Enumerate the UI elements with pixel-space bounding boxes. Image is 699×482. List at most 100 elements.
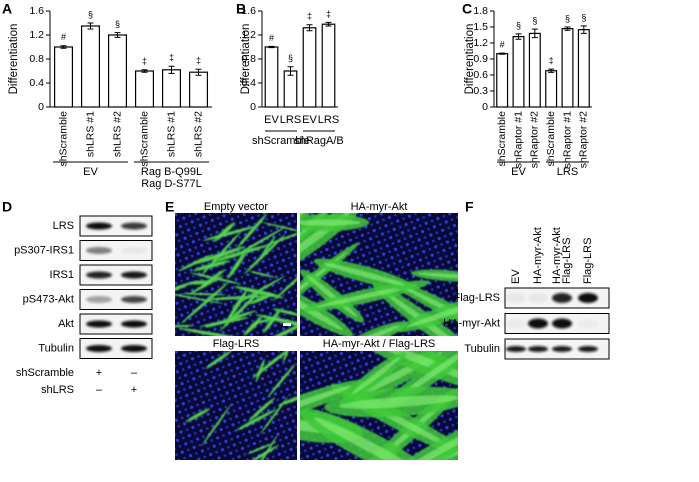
error-bar — [499, 52, 506, 55]
bar — [321, 23, 336, 108]
y-tick-label: 0.4 — [29, 77, 44, 89]
bar — [577, 29, 590, 108]
significance-mark: # — [500, 40, 505, 50]
error-bar — [87, 22, 94, 30]
image-title: HA-myr-Akt — [351, 201, 408, 213]
blot-band — [506, 319, 526, 329]
treatment-mark: + — [96, 367, 102, 379]
error-bar — [141, 69, 148, 73]
group-label: Rag D-S77L — [141, 178, 202, 190]
myotube-highlight — [248, 238, 282, 271]
myotube-highlight — [300, 213, 335, 233]
y-tick-label: 0.6 — [473, 69, 488, 81]
bar — [496, 53, 509, 108]
error-bar — [195, 68, 202, 76]
group-label: shScramble — [252, 135, 310, 147]
myotube-highlight — [266, 230, 297, 246]
myotube-highlight — [240, 216, 265, 245]
myotube-highlight — [255, 322, 297, 336]
lane-label: EV — [510, 269, 522, 284]
y-tick-label: 1.2 — [473, 37, 488, 49]
bar — [53, 46, 74, 108]
myotube-highlight — [316, 284, 418, 308]
myotube-highlight — [366, 351, 458, 386]
lane-label: HA-myr-Akt — [551, 227, 563, 284]
error-bar — [515, 33, 522, 40]
x-tick-label: shLRS #2 — [111, 111, 123, 157]
bar — [134, 70, 155, 108]
blot-band — [506, 346, 526, 352]
myotube-highlight — [240, 411, 273, 429]
bar — [561, 28, 574, 108]
myotube-highlight — [185, 329, 241, 336]
myotube-highlight — [300, 251, 348, 324]
error-bar — [531, 28, 538, 39]
x-tick-label: shRaptor #1 — [512, 111, 524, 168]
x-tick-label: shRaptor #1 — [561, 111, 573, 168]
error-bar — [114, 32, 121, 38]
x-tick-label: EV — [264, 114, 279, 126]
myotube-highlight — [245, 319, 261, 334]
significance-mark: ‡ — [307, 11, 312, 21]
x-tick-label: EV — [302, 114, 317, 126]
group-label: Rag B-Q99L — [141, 166, 202, 178]
blot-band — [552, 293, 572, 303]
significance-mark: § — [88, 9, 93, 19]
myotube-highlight — [264, 311, 280, 331]
myotube-highlight — [314, 417, 421, 460]
row-label: Akt — [58, 318, 74, 330]
group-label: shRagA/B — [294, 135, 344, 147]
y-tick-label: 0 — [250, 101, 256, 113]
image-title: Empty vector — [204, 201, 269, 213]
image-title: Flag-LRS — [213, 338, 259, 350]
row-label: pS307-IRS1 — [14, 244, 74, 256]
myotube-highlight — [276, 267, 297, 298]
bar — [80, 25, 101, 108]
bar — [188, 71, 209, 108]
fibers — [300, 351, 458, 460]
blot-band — [86, 271, 112, 279]
blot-band — [86, 345, 112, 352]
treatment-mark: – — [96, 384, 103, 396]
error-bar — [306, 24, 313, 32]
x-tick-label: LRS — [280, 114, 301, 126]
micrograph — [175, 213, 297, 336]
blot-band — [121, 320, 147, 328]
x-tick-label: shScramble — [138, 111, 150, 167]
myotube-highlight — [236, 229, 282, 256]
myotube-highlight — [186, 293, 222, 295]
treatment-label: shScramble — [16, 367, 74, 379]
micrograph — [175, 351, 297, 460]
treatment-label: shLRS — [41, 384, 74, 396]
x-tick-label: shLRS #1 — [165, 111, 177, 157]
myotube-highlight — [263, 400, 286, 431]
panel-letter: C — [462, 1, 472, 17]
error-bar — [268, 45, 275, 49]
x-tick-label: shScramble — [545, 111, 557, 167]
myotube-highlight — [208, 227, 251, 240]
blot-frame — [79, 338, 153, 359]
row-label: Flag-LRS — [454, 292, 500, 304]
y-tick-label: 0 — [38, 101, 44, 113]
row-label: pS473-Akt — [23, 293, 74, 305]
panel-letter: B — [236, 1, 246, 17]
error-bar — [325, 21, 332, 27]
myotube-highlight — [209, 296, 264, 300]
error-bar — [548, 68, 555, 73]
myotube-highlight — [248, 446, 276, 460]
myotube-highlight — [175, 325, 191, 327]
x-tick-label: shScramble — [496, 111, 508, 167]
scale-bar — [283, 323, 291, 326]
blot-band — [506, 293, 526, 303]
blot-band — [86, 247, 112, 254]
blot-band — [552, 346, 572, 352]
error-bar — [580, 25, 587, 34]
error-bar — [60, 45, 67, 49]
treatment-mark: + — [131, 384, 137, 396]
lane-label: Flag-LRS — [561, 238, 573, 284]
y-tick-label: 0.4 — [241, 77, 256, 89]
blot-band — [86, 296, 112, 303]
blot-band — [86, 222, 112, 230]
myotube-highlight — [300, 283, 344, 331]
myotube-highlight — [300, 219, 361, 226]
